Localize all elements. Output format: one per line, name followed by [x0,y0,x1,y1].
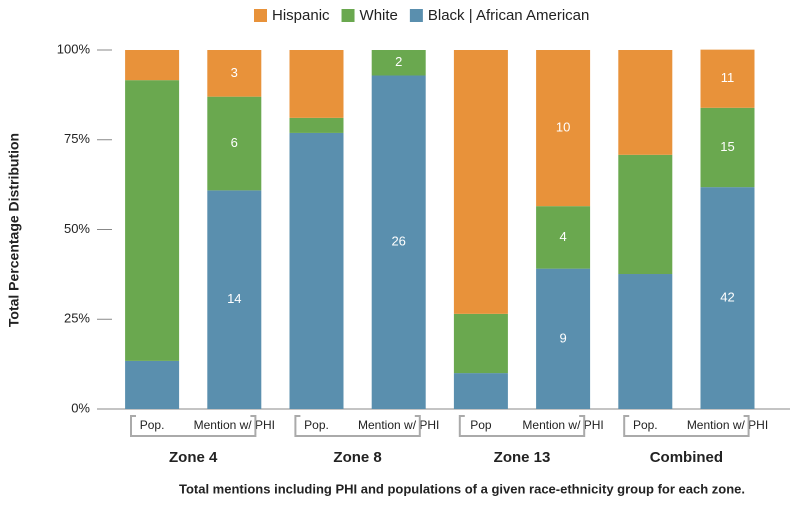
bar-segment [125,360,180,409]
bar-segment [371,75,426,409]
group-bracket [623,415,750,437]
group-label: Zone 4 [169,449,218,466]
data-label: 11 [721,70,735,85]
bar-segment [700,107,755,188]
x-tick-label: Mention w/ PHI [522,418,603,432]
data-label: 15 [720,139,734,154]
legend-swatch [341,9,355,22]
y-tick-label: 100% [57,41,91,56]
x-tick-label: Pop. [304,418,329,432]
data-label: 9 [559,330,566,345]
x-tick-label: Pop [470,418,492,432]
y-tick-label: 0% [71,400,90,415]
bar-segment [453,313,508,374]
bar-segment [289,132,344,409]
bar-segment [618,154,673,275]
bar-segment [207,190,262,409]
bar-segment [618,50,673,155]
group-label: Combined [650,449,723,466]
bar-segment [125,50,180,81]
bar-segment [371,50,426,76]
y-axis-label: Total Percentage Distribution [6,133,22,327]
y-tick-label: 50% [64,221,90,236]
data-label: 6 [231,135,238,150]
bar-segment [536,268,591,409]
y-tick-label: 25% [64,311,90,326]
bar-segment [618,274,673,409]
x-tick-label: Pop. [140,418,165,432]
group-label: Zone 13 [494,449,551,466]
bar-segment [125,80,180,361]
bar-segment [289,117,344,133]
x-tick-label: Mention w/ PHI [687,418,768,432]
bar-segment [700,49,755,108]
bar-segment [207,96,262,191]
data-label: 2 [395,54,402,69]
bar-segment [700,187,755,409]
x-tick-label: Pop. [633,418,658,432]
group-label: Zone 8 [333,449,381,466]
y-tick-label: 75% [64,131,90,146]
data-label: 10 [556,120,570,135]
legend-swatch [409,9,423,22]
legend-label: Black | African American [428,7,589,24]
legend-label: Hispanic [272,7,330,24]
group-bracket [294,415,421,437]
x-tick-label: Mention w/ PHI [358,418,439,432]
bar-segment [453,373,508,409]
bar-segment [536,50,591,207]
group-bracket [130,415,257,437]
data-label: 26 [391,234,405,249]
data-label: 4 [559,229,566,244]
x-tick-label: Mention w/ PHI [194,418,275,432]
bar-segment [207,50,262,97]
bar-segment [453,50,508,314]
x-axis-label: Total mentions including PHI and populat… [179,481,745,496]
data-label: 14 [227,291,241,306]
legend-swatch [254,9,267,22]
legend-label: White [360,7,398,24]
group-bracket [458,415,586,437]
bar-segment [536,206,591,269]
data-label: 42 [720,290,734,305]
bar-segment [289,50,344,118]
data-label: 3 [231,65,238,80]
